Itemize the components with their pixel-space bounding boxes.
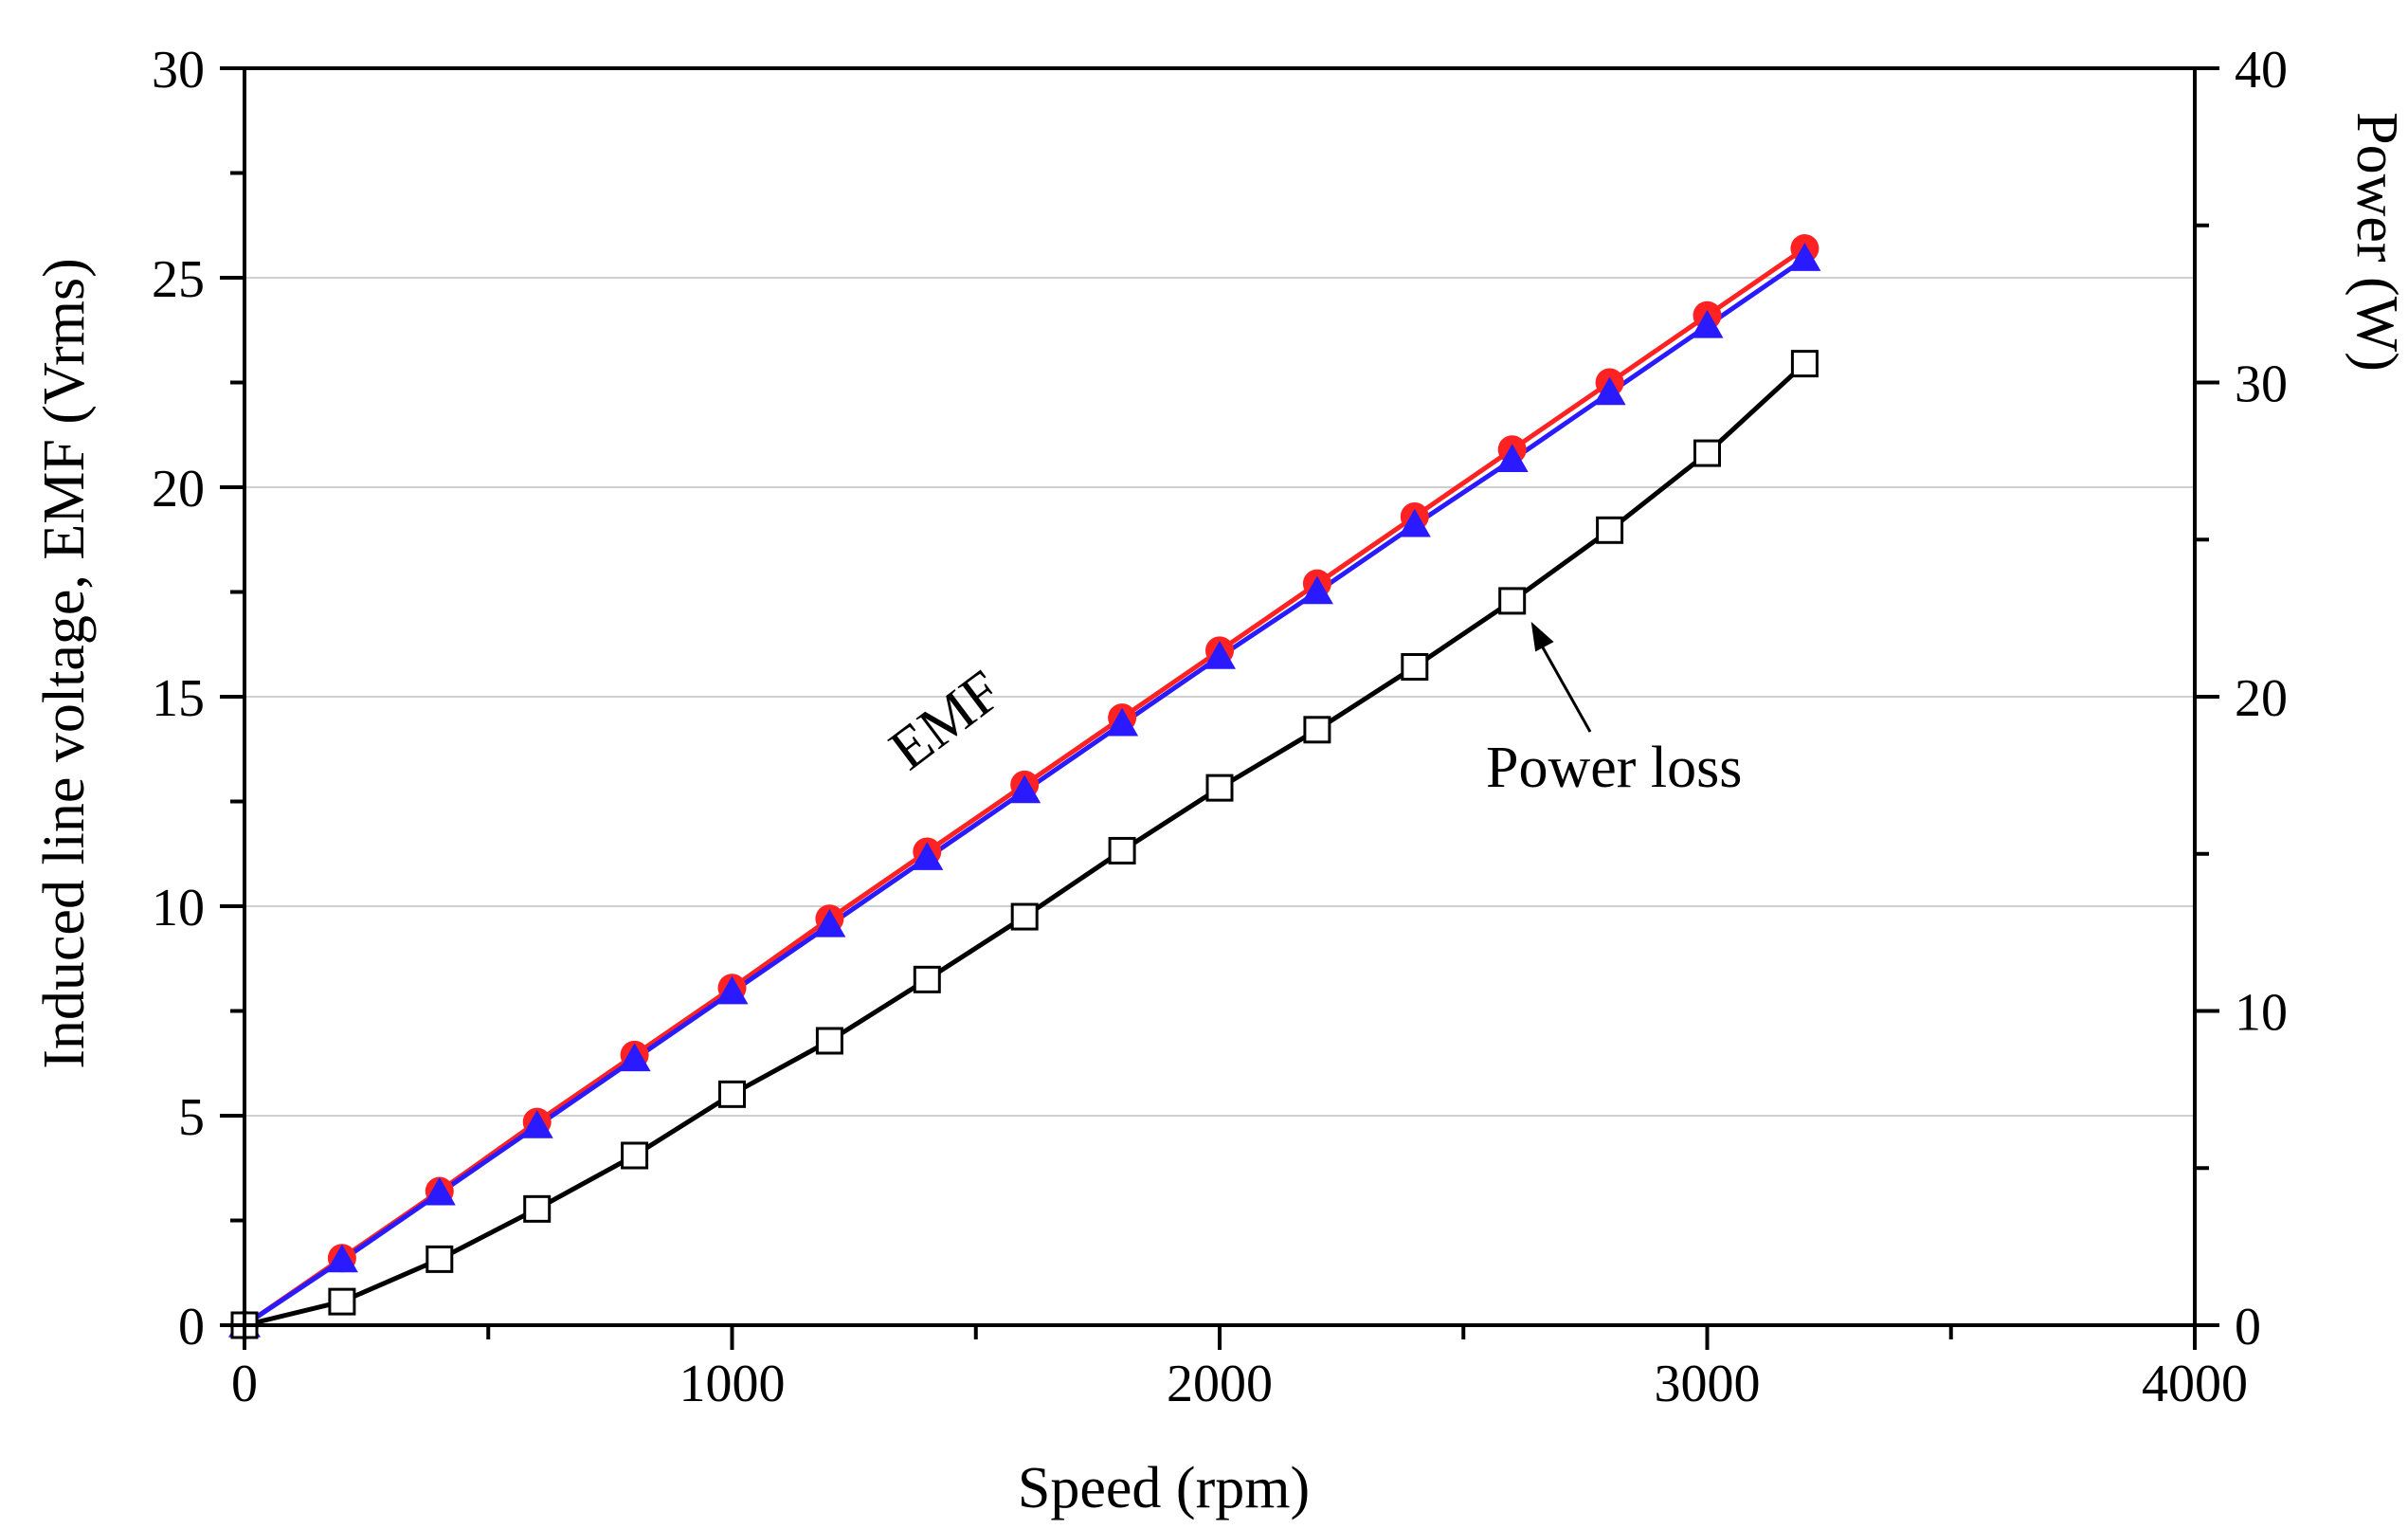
y-tick-label: 20 <box>152 460 205 519</box>
data-point-triangle <box>1691 309 1724 338</box>
y-tick-label: 10 <box>152 879 205 937</box>
axis-ticks <box>220 66 2219 1350</box>
data-point-square <box>1303 716 1331 744</box>
series-layer <box>228 234 1821 1339</box>
x-axis-title: Speed (rpm) <box>1018 1456 1310 1520</box>
data-point-triangle <box>325 1244 358 1273</box>
data-point-triangle <box>1008 774 1041 804</box>
data-point-square <box>1596 516 1624 544</box>
power-loss-annotation: Power loss <box>1486 736 1742 800</box>
y-axis-title: Induced line voltage, EMF (Vrms) <box>32 258 97 1068</box>
data-point-triangle <box>1300 575 1333 605</box>
emf-annotation: EMF <box>878 659 1014 783</box>
data-point-square <box>425 1245 454 1273</box>
data-point-square <box>815 1027 843 1055</box>
arrow-shaft <box>1535 636 1592 733</box>
data-point-triangle <box>1495 444 1529 473</box>
data-point-triangle <box>1593 376 1626 406</box>
data-point-square <box>328 1287 356 1316</box>
data-point-square <box>1205 774 1234 802</box>
y-tick-label: 15 <box>152 669 205 728</box>
data-point-triangle <box>618 1043 651 1072</box>
x-tick-label: 1000 <box>679 1355 786 1413</box>
data-point-square <box>913 965 941 993</box>
y-tick-label: 30 <box>152 41 205 100</box>
data-point-square <box>621 1141 649 1170</box>
data-point-square <box>718 1080 746 1108</box>
data-point-triangle <box>715 975 749 1005</box>
y2-axis-title: Power (W) <box>2345 112 2408 372</box>
data-point-square <box>1790 350 1819 378</box>
data-point-square <box>1401 653 1429 682</box>
data-point-triangle <box>423 1176 456 1206</box>
x-tick-label: 3000 <box>1655 1355 1761 1413</box>
data-point-triangle <box>1106 707 1139 737</box>
data-point-triangle <box>1398 508 1431 537</box>
y2-tick-label: 20 <box>2235 669 2288 728</box>
data-point-square <box>1010 902 1039 931</box>
data-point-triangle <box>813 908 846 937</box>
data-point-square <box>1693 439 1721 467</box>
y2-tick-label: 30 <box>2235 355 2288 414</box>
x-tick-label: 2000 <box>1167 1355 1273 1413</box>
data-point-square <box>1108 836 1136 865</box>
y-tick-label: 5 <box>178 1088 205 1147</box>
y2-tick-label: 10 <box>2235 984 2288 1043</box>
y2-tick-label: 40 <box>2235 41 2288 100</box>
data-point-square <box>1498 587 1527 615</box>
x-tick-label: 0 <box>231 1355 258 1413</box>
power-loss-arrow <box>1530 621 1592 733</box>
y-tick-label: 0 <box>178 1298 205 1356</box>
series-line-square-open <box>244 361 1807 1328</box>
y2-tick-label: 0 <box>2235 1298 2261 1356</box>
data-point-triangle <box>1788 243 1821 271</box>
x-tick-label: 4000 <box>2142 1355 2248 1413</box>
data-point-triangle <box>1204 641 1236 669</box>
arrow-head <box>1530 621 1554 652</box>
data-point-triangle <box>520 1110 553 1138</box>
data-point-square <box>523 1194 552 1223</box>
data-point-triangle <box>911 842 944 870</box>
grid-lines <box>244 277 2195 1117</box>
y-tick-label: 25 <box>152 250 205 309</box>
